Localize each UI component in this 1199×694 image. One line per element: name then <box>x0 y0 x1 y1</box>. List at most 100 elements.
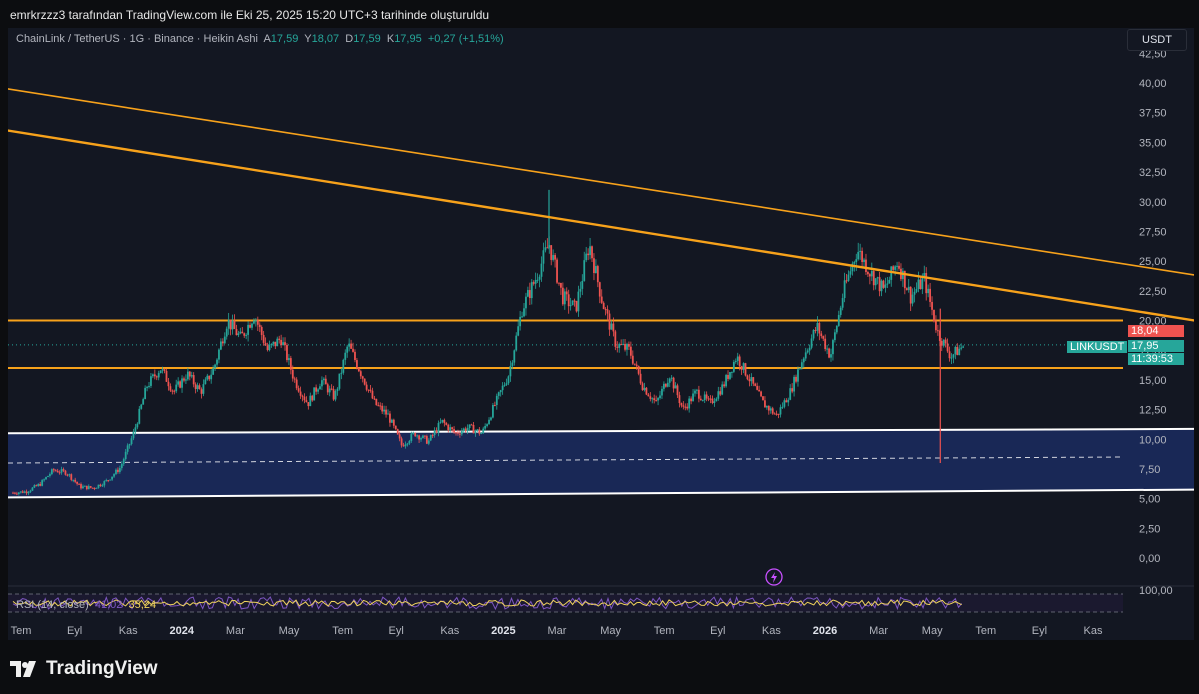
candle-body <box>346 346 349 353</box>
y-tick-label: 12,50 <box>1139 405 1167 417</box>
candle-body <box>526 290 529 297</box>
candle-body <box>433 430 436 436</box>
candle-body <box>412 432 415 434</box>
candle-body <box>894 266 897 270</box>
candle-body <box>68 474 71 476</box>
candle-body <box>888 279 891 284</box>
candle-body <box>416 435 419 437</box>
candle-body <box>853 262 856 264</box>
candle-body <box>674 385 677 389</box>
x-tick-label: Kas <box>1084 625 1103 637</box>
candle-body <box>49 474 51 476</box>
candle-body <box>647 394 650 397</box>
candle-body <box>884 284 887 288</box>
candle-body <box>797 369 799 382</box>
y-tick-label: 5,00 <box>1139 494 1160 506</box>
candle-body <box>855 259 858 263</box>
candle-body <box>319 386 321 390</box>
candle-body <box>639 373 642 384</box>
candle-body <box>940 340 943 346</box>
candle-body <box>377 405 380 407</box>
candle-body <box>843 280 846 299</box>
x-tick-label: Mar <box>226 625 245 637</box>
candle-body <box>80 484 82 489</box>
candle-body <box>515 335 518 351</box>
candle-body <box>530 282 533 299</box>
candle-body <box>14 492 16 494</box>
candle-body <box>692 393 694 402</box>
candle-body <box>251 323 253 328</box>
candle-body <box>307 402 310 407</box>
candle-body <box>52 469 55 471</box>
candle-body <box>534 280 537 284</box>
candle-body <box>35 485 38 487</box>
y-tick-label: 7,50 <box>1139 464 1160 476</box>
candle-body <box>734 360 737 362</box>
candle-body <box>915 289 918 292</box>
candle-body <box>177 381 180 385</box>
candle-body <box>519 316 522 327</box>
candle-body <box>482 428 485 434</box>
candle-body <box>297 388 300 392</box>
candle-body <box>138 408 141 424</box>
candle-body <box>828 348 830 358</box>
candle-body <box>192 375 195 385</box>
candle-body <box>406 443 409 445</box>
candle-body <box>390 419 393 423</box>
candle-body <box>661 388 663 396</box>
zone-dashed-line <box>8 456 1124 464</box>
y-tick-label: 30,00 <box>1139 197 1167 209</box>
candle-body <box>569 305 572 307</box>
legend-y-value: 18,07 <box>311 33 340 45</box>
rsi-ma-line <box>12 599 962 607</box>
candle-body <box>762 396 764 401</box>
candle-body <box>402 445 405 447</box>
candle-body <box>544 247 547 251</box>
candle-body <box>356 360 358 369</box>
candle-body <box>132 431 135 439</box>
candle-body <box>62 469 65 471</box>
candle-body <box>301 395 304 397</box>
candle-body <box>746 375 749 380</box>
candle-body <box>921 278 924 290</box>
x-tick-label: Kas <box>762 625 781 637</box>
candle-body <box>872 271 875 286</box>
candle-body <box>954 346 957 355</box>
candle-body <box>453 429 455 433</box>
candle-body <box>367 389 370 391</box>
candle-body <box>672 377 675 389</box>
candle-body <box>694 390 696 394</box>
brand[interactable]: TradingView <box>10 658 158 680</box>
currency-button[interactable]: USDT <box>1127 29 1187 51</box>
candle-body <box>841 298 844 308</box>
legend-a-label: A <box>263 33 271 45</box>
candle-body <box>431 435 434 437</box>
candle-body <box>806 350 809 353</box>
candle-body <box>738 356 741 367</box>
candle-body <box>521 316 523 318</box>
candle-body <box>719 391 722 395</box>
candle-body <box>383 409 386 412</box>
candle-body <box>785 400 788 403</box>
candle-body <box>105 480 108 482</box>
last-price-tag: 17,95 <box>1128 340 1184 352</box>
legend-change: +0,27 (+1,51%) <box>427 33 504 45</box>
candle-body <box>371 390 374 399</box>
candle-body <box>923 273 926 279</box>
rsi-ma-value: 35,24 <box>128 599 157 611</box>
candle-body <box>789 388 792 400</box>
candle-body <box>929 288 931 302</box>
candle-body <box>509 365 512 377</box>
candle-body <box>861 250 863 262</box>
candle-body <box>311 395 314 401</box>
candle-body <box>185 379 187 381</box>
candle-body <box>381 405 384 412</box>
candle-body <box>25 491 28 494</box>
price-chart[interactable]: 0,002,505,007,5010,0012,5015,0017,5020,0… <box>8 28 1194 640</box>
candle-body <box>626 344 628 350</box>
candle-body <box>839 307 842 315</box>
candle-body <box>313 387 316 401</box>
candle-body <box>221 341 224 344</box>
candle-body <box>680 403 683 406</box>
candle-body <box>859 250 862 252</box>
